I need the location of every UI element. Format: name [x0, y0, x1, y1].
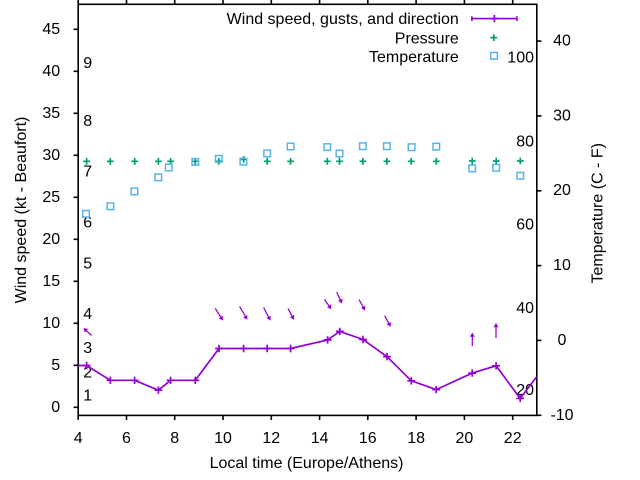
svg-text:Wind speed, gusts, and directi: Wind speed, gusts, and direction	[227, 11, 459, 28]
svg-text:Pressure: Pressure	[395, 30, 459, 47]
svg-text:0: 0	[558, 332, 567, 349]
svg-text:35: 35	[42, 105, 60, 122]
svg-text:100: 100	[507, 50, 534, 67]
svg-text:4: 4	[83, 306, 92, 323]
svg-text:20: 20	[456, 430, 474, 447]
svg-text:5: 5	[51, 357, 60, 374]
svg-text:15: 15	[42, 273, 60, 290]
svg-text:12: 12	[262, 430, 280, 447]
svg-text:80: 80	[516, 133, 534, 150]
svg-text:5: 5	[83, 256, 92, 273]
svg-text:9: 9	[83, 55, 92, 72]
svg-text:6: 6	[122, 430, 131, 447]
svg-text:2: 2	[83, 365, 92, 382]
svg-text:0: 0	[51, 399, 60, 416]
svg-text:18: 18	[407, 430, 425, 447]
svg-text:60: 60	[516, 216, 534, 233]
svg-text:8: 8	[83, 113, 92, 130]
svg-text:Temperature: Temperature	[369, 49, 459, 66]
svg-text:30: 30	[42, 147, 60, 164]
svg-text:20: 20	[553, 182, 571, 199]
svg-text:20: 20	[42, 231, 60, 248]
svg-text:Local time (Europe/Athens): Local time (Europe/Athens)	[210, 455, 404, 472]
svg-text:10: 10	[553, 257, 571, 274]
svg-text:10: 10	[42, 315, 60, 332]
svg-text:45: 45	[42, 21, 60, 38]
svg-text:30: 30	[553, 107, 571, 124]
svg-text:1: 1	[83, 387, 92, 404]
svg-text:22: 22	[504, 430, 522, 447]
svg-text:25: 25	[42, 189, 60, 206]
svg-text:40: 40	[553, 33, 571, 50]
svg-text:10: 10	[214, 430, 232, 447]
svg-text:Temperature (C - F): Temperature (C - F)	[589, 143, 606, 283]
svg-text:4: 4	[74, 430, 83, 447]
svg-text:14: 14	[311, 430, 329, 447]
svg-text:16: 16	[359, 430, 377, 447]
svg-text:6: 6	[83, 215, 92, 232]
svg-text:Wind speed (kt - Beaufort): Wind speed (kt - Beaufort)	[13, 117, 30, 304]
svg-text:3: 3	[83, 340, 92, 357]
svg-text:40: 40	[516, 300, 534, 317]
svg-text:-10: -10	[550, 407, 573, 424]
svg-text:8: 8	[170, 430, 179, 447]
svg-text:40: 40	[42, 63, 60, 80]
svg-text:7: 7	[83, 163, 92, 180]
